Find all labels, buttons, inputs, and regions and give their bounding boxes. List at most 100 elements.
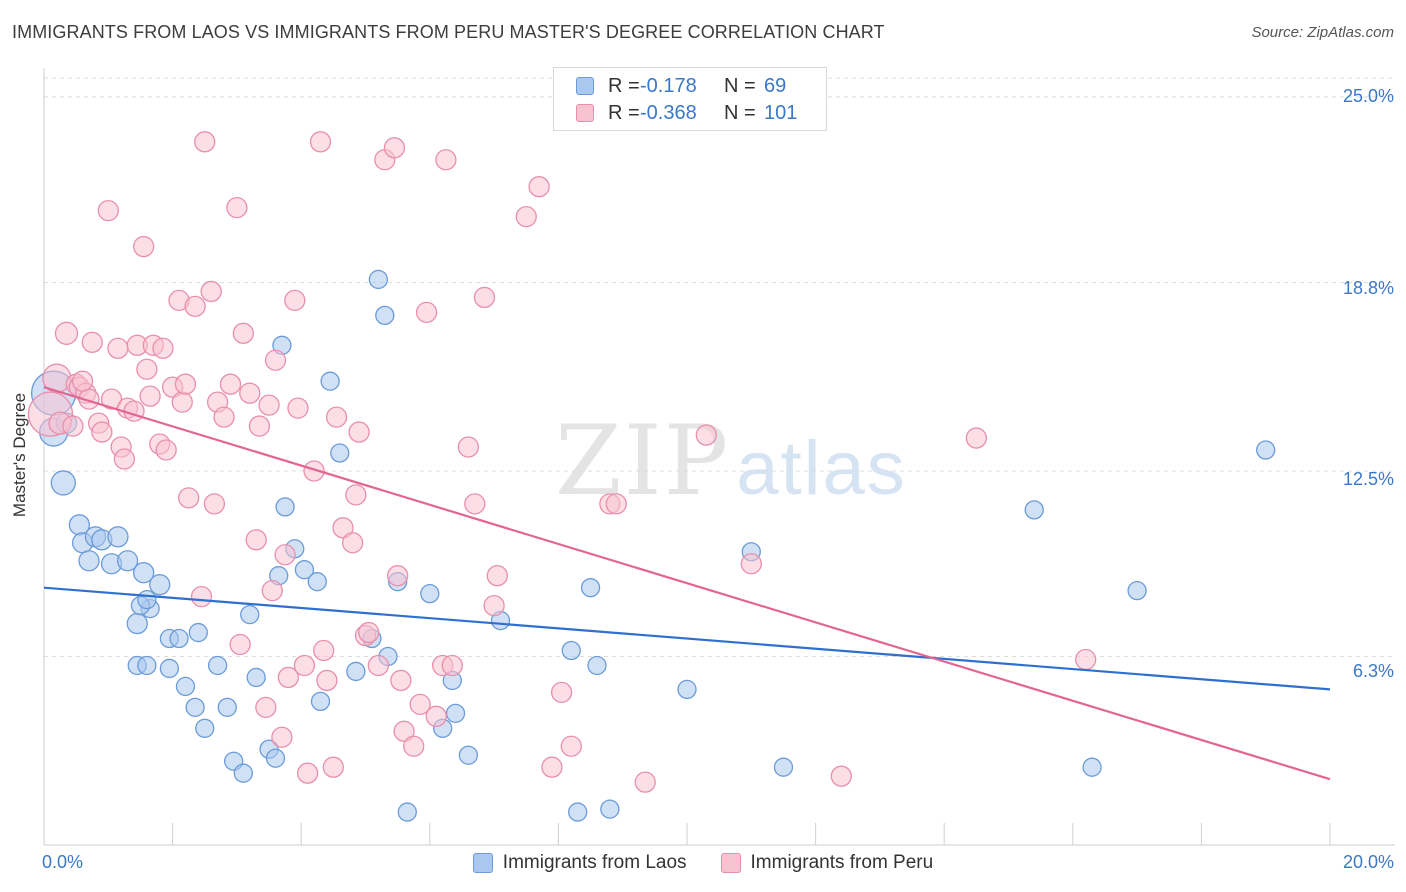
peru-point-87: [528, 176, 550, 198]
peru-point-74: [403, 735, 425, 757]
laos-point-16: [137, 655, 157, 676]
stats-legend: R = -0.178 N = 69 R = -0.368 N = 101: [553, 67, 827, 131]
peru-point-90: [560, 735, 582, 757]
source-label: Source: ZipAtlas.com: [1251, 24, 1394, 41]
laos-point-27: [207, 655, 228, 676]
peru-point-77: [425, 705, 447, 727]
laos-point-9: [107, 526, 129, 548]
peru-point-13: [107, 337, 129, 359]
laos-point-11: [116, 550, 139, 572]
peru-point-3: [54, 321, 79, 345]
grid-lines: [44, 77, 1395, 657]
laos-point-39: [294, 560, 315, 580]
peru-point-64: [345, 484, 367, 506]
peru-point-42: [239, 382, 261, 404]
legend-row-laos: R = -0.178 N = 69: [576, 73, 786, 99]
laos-point-23: [175, 676, 196, 697]
laos-point-36: [275, 497, 295, 517]
legend-label-peru: Immigrants from Peru: [750, 852, 934, 873]
peru-point-28: [171, 391, 193, 413]
series-laos-points: [30, 269, 1276, 822]
peru-point-72: [390, 669, 412, 692]
laos-point-62: [677, 679, 697, 700]
laos-point-65: [1024, 500, 1044, 520]
laos-point-31: [240, 604, 260, 625]
peru-point-60: [322, 756, 345, 778]
laos-point-57: [561, 640, 581, 661]
peru-point-32: [190, 585, 213, 608]
peru-point-24: [152, 337, 174, 359]
legend-item-laos[interactable]: Immigrants from Laos: [472, 852, 687, 874]
peru-point-39: [226, 196, 248, 219]
x-tick-label-0: 0.0%: [42, 852, 84, 872]
peru-point-81: [457, 436, 480, 458]
laos-point-64: [773, 757, 794, 777]
peru-point-11: [97, 199, 119, 222]
laos-point-28: [217, 697, 237, 718]
legend-item-peru[interactable]: Immigrants from Peru: [720, 852, 934, 874]
peru-point-30: [178, 487, 200, 509]
laos-point-61: [600, 799, 620, 819]
peru-point-34: [200, 280, 222, 303]
series-peru-points: [27, 131, 1097, 793]
legend-r-label: R =: [608, 74, 640, 97]
y-tick-label-12-5: 12.5%: [1342, 469, 1394, 489]
peru-point-73: [393, 720, 415, 742]
peru-point-57: [309, 131, 332, 153]
peru-point-98: [1075, 648, 1097, 671]
legend-r-label: R =: [608, 101, 640, 124]
peru-point-100: [71, 370, 94, 392]
laos-point-25: [195, 718, 215, 738]
watermark-atlas: atlas: [736, 426, 907, 511]
peru-point-55: [296, 762, 319, 784]
peru-point-10: [91, 421, 113, 443]
legend-swatch-peru: [576, 104, 594, 122]
laos-point-34: [265, 748, 286, 768]
peru-point-50: [274, 544, 296, 566]
legend-row-peru: R = -0.368 N = 101: [576, 100, 797, 126]
peru-point-79: [435, 149, 457, 171]
peru-point-31: [184, 295, 206, 318]
laos-point-58: [568, 802, 588, 822]
axes: [43, 68, 1395, 846]
laos-point-32: [246, 667, 266, 688]
peru-point-80: [441, 654, 463, 677]
peru-point-61: [325, 406, 348, 428]
peru-point-15: [113, 448, 136, 470]
laos-point-42: [320, 371, 340, 391]
laos-point-55: [458, 745, 479, 765]
laos-point-43: [330, 443, 350, 463]
peru-point-67: [358, 621, 380, 644]
peru-point-62: [332, 517, 354, 539]
y-tick-label-18-8: 18.8%: [1342, 278, 1394, 298]
peru-point-84: [483, 594, 505, 617]
peru-point-52: [284, 289, 306, 312]
legend-n-label: N =: [724, 101, 756, 124]
laos-point-40: [307, 572, 327, 592]
watermark: ZIPatlas: [555, 405, 907, 517]
laos-point-14: [126, 612, 148, 635]
laos-point-22: [169, 628, 189, 649]
laos-point-66: [1082, 757, 1102, 777]
x-tick-label-20: 20.0%: [1342, 852, 1394, 872]
y-tick-label-25: 25.0%: [1342, 86, 1394, 106]
peru-point-63: [341, 532, 364, 554]
laos-point-67: [1127, 581, 1147, 601]
peru-point-75: [409, 693, 431, 716]
laos-point-13: [149, 574, 171, 596]
laos-point-41: [310, 691, 331, 712]
laos-point-21: [159, 658, 180, 679]
laos-point-30: [233, 763, 253, 783]
laos-point-44: [346, 661, 366, 682]
peru-point-12: [100, 388, 123, 410]
peru-point-43: [245, 529, 267, 551]
peru-point-89: [550, 681, 573, 704]
peru-point-53: [287, 397, 309, 419]
y-tick-label-6-3: 6.3%: [1352, 661, 1394, 681]
peru-point-76: [415, 301, 438, 324]
laos-point-59: [580, 578, 601, 598]
laos-point-50: [397, 802, 417, 822]
peru-point-94: [695, 424, 717, 446]
chart-title: IMMIGRANTS FROM LAOS VS IMMIGRANTS FROM …: [12, 22, 885, 42]
peru-point-59: [316, 669, 338, 692]
